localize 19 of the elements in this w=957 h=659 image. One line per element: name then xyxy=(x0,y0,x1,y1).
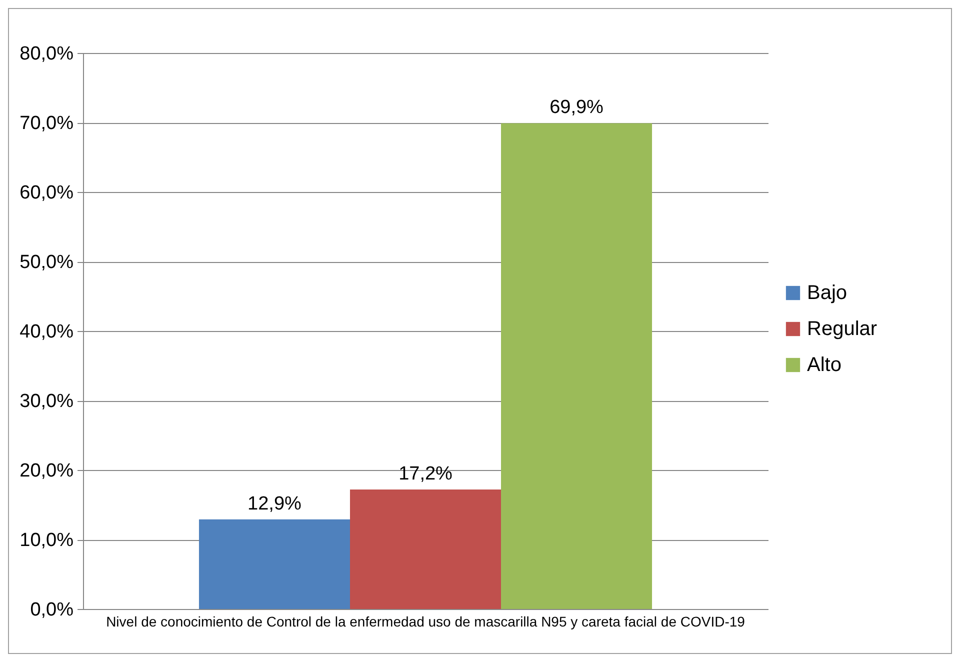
legend-label: Regular xyxy=(807,318,878,340)
y-tick-label: 30,0% xyxy=(20,391,74,412)
legend-label: Bajo xyxy=(807,282,848,304)
y-tick-label: 50,0% xyxy=(20,252,74,273)
y-tick-label: 20,0% xyxy=(20,460,74,482)
bar xyxy=(198,519,350,609)
y-tick-label: 70,0% xyxy=(20,113,74,134)
y-tick-label: 80,0% xyxy=(20,44,74,64)
y-tick-label: 10,0% xyxy=(20,530,74,551)
x-tick-label: Nivel de conocimiento de Control de la enfermedad uso de mascarilla N95 y careta facial de COVID-19 xyxy=(106,614,746,630)
legend-label: Alto xyxy=(807,354,842,376)
data-label: 12,9% xyxy=(248,493,302,514)
y-tick-label: 0,0% xyxy=(30,600,74,620)
y-tick-label: 40,0% xyxy=(20,322,74,342)
y-tick-label: 60,0% xyxy=(20,182,74,204)
data-label: 17,2% xyxy=(398,463,453,484)
bar xyxy=(501,123,652,609)
data-label: 69,9% xyxy=(550,97,604,118)
bar xyxy=(350,489,502,609)
